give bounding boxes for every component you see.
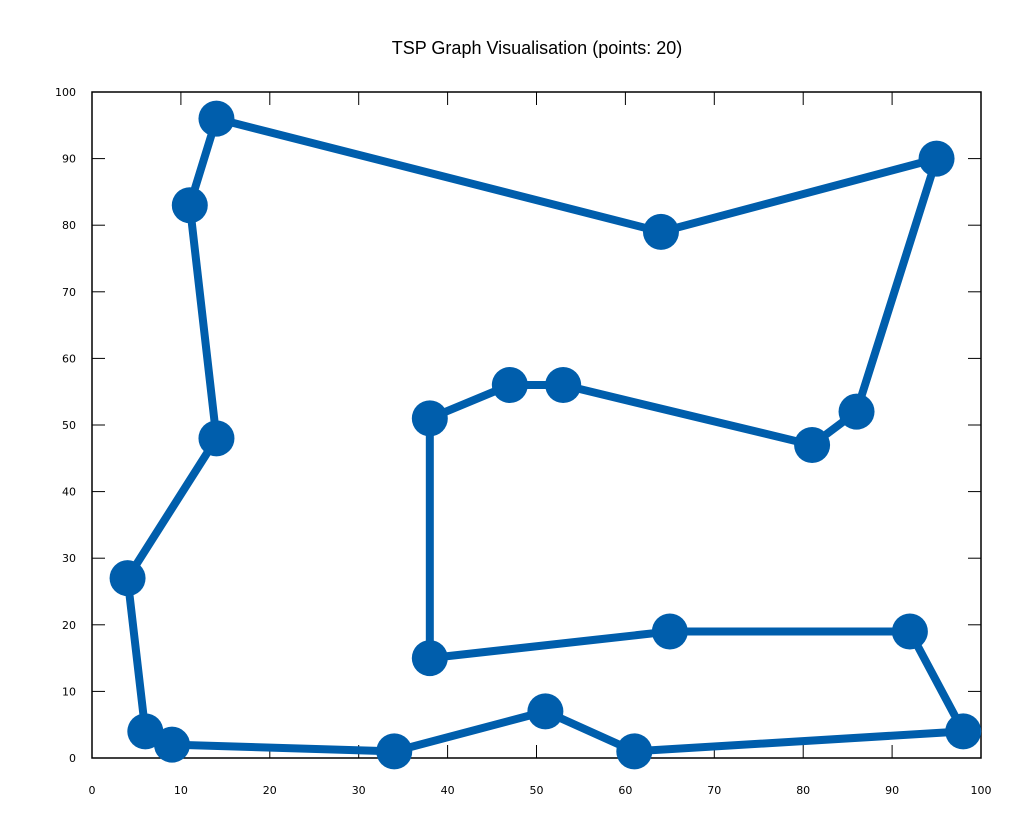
y-tick-label: 30: [62, 552, 76, 565]
y-tick-label: 80: [62, 219, 76, 232]
city-point: [651, 613, 688, 650]
city-point: [376, 733, 413, 770]
y-tick-label: 60: [62, 352, 76, 365]
y-tick-label: 50: [62, 419, 76, 432]
x-tick-label: 80: [796, 784, 810, 797]
x-tick-label: 10: [174, 784, 188, 797]
city-point: [891, 613, 928, 650]
city-point: [642, 213, 679, 250]
city-point: [411, 640, 448, 677]
city-point: [154, 726, 191, 763]
y-tick-label: 90: [62, 153, 76, 166]
city-point: [491, 367, 528, 404]
city-point: [794, 426, 831, 463]
y-tick-label: 70: [62, 286, 76, 299]
route-line: [123, 114, 968, 756]
x-tick-label: 100: [971, 784, 992, 797]
y-tick-label: 100: [55, 86, 76, 99]
city-point: [527, 693, 564, 730]
tour-route: [123, 114, 968, 756]
city-point: [918, 140, 955, 177]
city-point: [838, 393, 875, 430]
x-tick-label: 0: [89, 784, 96, 797]
city-point: [109, 560, 146, 597]
city-point: [198, 100, 235, 137]
y-tick-label: 20: [62, 619, 76, 632]
city-point: [945, 713, 982, 750]
y-tick-label: 0: [69, 752, 76, 765]
x-tick-label: 40: [441, 784, 455, 797]
city-point: [545, 367, 582, 404]
tour-nodes: [109, 100, 982, 770]
city-point: [171, 187, 208, 224]
x-tick-label: 60: [618, 784, 632, 797]
city-point: [127, 713, 164, 750]
city-point: [411, 400, 448, 437]
city-point: [198, 420, 235, 457]
x-tick-label: 90: [885, 784, 899, 797]
x-tick-label: 30: [352, 784, 366, 797]
chart-title: TSP Graph Visualisation (points: 20): [392, 38, 683, 58]
axis-tick-labels: 0 10 20 30 40 50 60 70 80 90 100 0 10 20 30 40 50 60 70 80 9…: [55, 86, 992, 797]
y-tick-label: 10: [62, 685, 76, 698]
x-tick-label: 70: [707, 784, 721, 797]
city-point: [616, 733, 653, 770]
y-tick-label: 40: [62, 486, 76, 499]
x-tick-label: 20: [263, 784, 277, 797]
x-tick-label: 50: [530, 784, 544, 797]
